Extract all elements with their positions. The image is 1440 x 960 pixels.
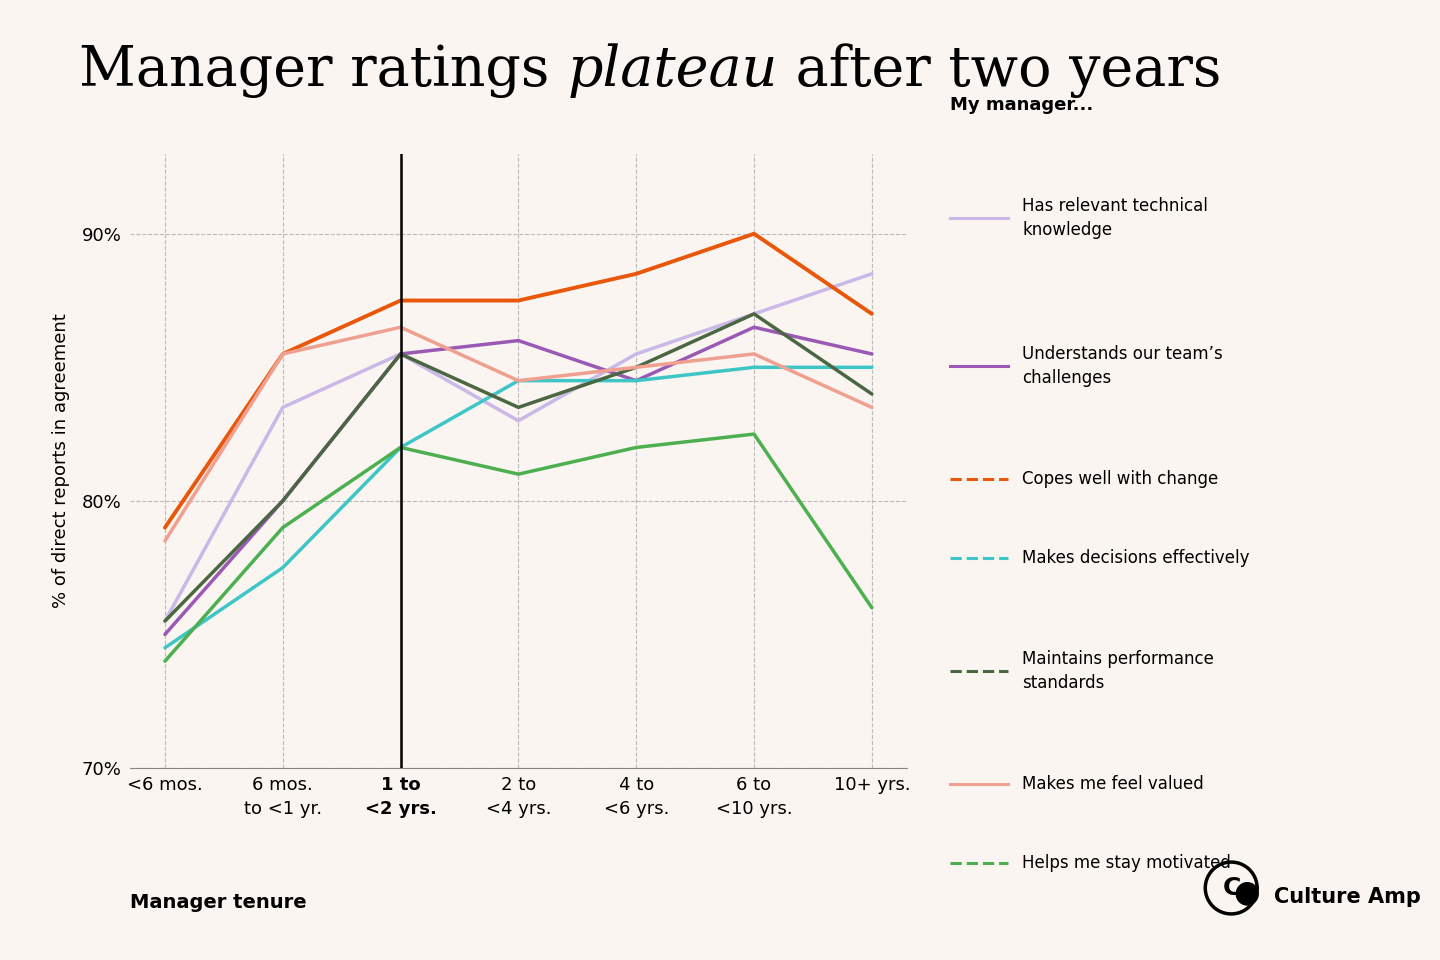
Y-axis label: % of direct reports in agreement: % of direct reports in agreement — [52, 313, 71, 609]
Text: Has relevant technical
knowledge: Has relevant technical knowledge — [1022, 197, 1208, 239]
Text: C: C — [1223, 876, 1241, 900]
Text: after two years: after two years — [778, 43, 1221, 98]
Text: Helps me stay motivated: Helps me stay motivated — [1022, 854, 1231, 872]
Text: Manager tenure: Manager tenure — [130, 893, 307, 912]
Text: Maintains performance
standards: Maintains performance standards — [1022, 650, 1214, 692]
Text: Copes well with change: Copes well with change — [1022, 470, 1218, 488]
Text: Makes decisions effectively: Makes decisions effectively — [1022, 549, 1250, 566]
Text: Culture Amp: Culture Amp — [1274, 887, 1421, 907]
Text: Manager ratings: Manager ratings — [79, 43, 567, 98]
Text: plateau: plateau — [567, 43, 778, 98]
Text: Makes me feel valued: Makes me feel valued — [1022, 776, 1204, 793]
Text: My manager...: My manager... — [950, 96, 1093, 114]
Text: Understands our team’s
challenges: Understands our team’s challenges — [1022, 345, 1223, 387]
Text: ●: ● — [1234, 878, 1260, 907]
